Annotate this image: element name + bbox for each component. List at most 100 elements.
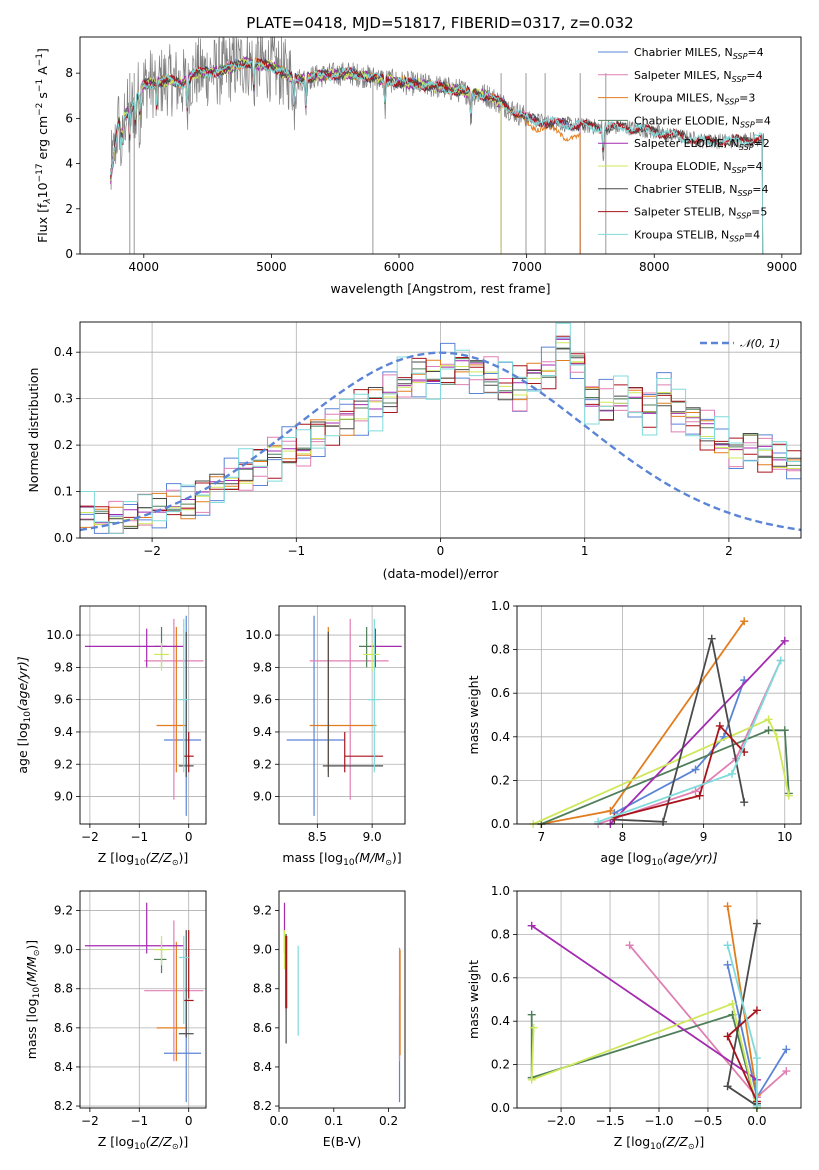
mass-weight-point: [752, 919, 761, 928]
legend-entry-salpeter-miles: Salpeter MILES, NSSP=4: [634, 69, 763, 84]
y-tick-label: 1.0: [491, 599, 510, 613]
x-tick-label: −2: [81, 830, 99, 844]
model-spectrum-kroupa-stelib: [110, 59, 764, 254]
mass-weight-point: [784, 791, 793, 800]
mass-weight-point: [782, 1067, 791, 1076]
mass-weight-point: [659, 817, 668, 826]
mass-weight-line: [530, 1002, 758, 1109]
x-tick-label: 9.0: [363, 830, 382, 844]
y-tick-label: 9.8: [54, 660, 73, 674]
mass-weight-point: [707, 634, 716, 643]
normal-distribution-curve: [80, 351, 801, 532]
errorbar-salpeter-elodie: [84, 628, 184, 668]
y-tick-label: 9.4: [54, 725, 73, 739]
y-axis-label: mass [log10(M/M⊙)]: [24, 940, 42, 1059]
errorbar-kroupa-stelib: [367, 618, 380, 773]
x-tick-label: 0.0: [269, 1114, 288, 1128]
axes-frame: [79, 890, 207, 1109]
mass-weight-series-kroupa-miles: [537, 617, 749, 828]
y-tick-label: 9.0: [54, 943, 73, 957]
y-axis-label: Normed distribution: [26, 368, 41, 493]
errorbar-chabrier-elodie: [154, 941, 167, 974]
x-axis-label: age [log10(age/yr)]: [600, 850, 717, 868]
mass-weight-point: [723, 902, 732, 911]
spectrum-panel: 4000 5000 6000 7000 8000 9000 0 2 4 6 8 wavelength …: [35, 36, 802, 296]
y-tick-label: 0.3: [54, 392, 73, 406]
mass-weight-point: [625, 941, 634, 950]
x-tick-label: 9000: [767, 260, 798, 274]
residual-histogram-salpeter-elodie: [80, 338, 801, 523]
mass-weight-line: [614, 638, 746, 823]
x-tick-label: −1.5: [595, 1114, 624, 1128]
y-axis-label: Flux [fλ10−17 erg cm−2 s−1 A−1]: [35, 48, 53, 243]
y-tick-label: 0.4: [491, 730, 510, 744]
y-tick-label: 9.2: [253, 757, 272, 771]
y-tick-label: 9.6: [253, 693, 272, 707]
mass-weight-series-salpeter-elodie: [527, 921, 761, 1084]
errorbar-salpeter-stelib: [183, 930, 194, 1002]
y-tick-label: 9.2: [54, 904, 73, 918]
mass-weight-point: [764, 726, 773, 735]
legend-entry-kroupa-miles: Kroupa MILES, NSSP=3: [634, 92, 755, 107]
mass-weight-plot-area: [529, 617, 793, 828]
legend-entry-salpeter-stelib: Salpeter STELIB, NSSP=5: [634, 206, 767, 221]
y-axis-label: age [log10(age/yr)]: [15, 656, 33, 773]
mass-weight-point: [764, 715, 773, 724]
x-tick-label: 10: [777, 830, 792, 844]
mass-weight-point: [723, 960, 732, 969]
legend-entry-normal: 𝒩(0, 1): [740, 337, 780, 350]
y-axis-label: mass weight: [466, 960, 481, 1039]
mass-weight-line: [540, 729, 790, 825]
y-tick-label: 9.0: [54, 790, 73, 804]
x-tick-label: −1: [130, 830, 148, 844]
x-tick-label: 2: [725, 544, 733, 558]
x-axis-label: E(B-V): [323, 1134, 362, 1149]
x-tick-label: 0.2: [379, 1114, 398, 1128]
errorbar-chabrier-miles: [286, 615, 345, 816]
errorbar-kroupa-elodie: [154, 935, 169, 966]
errorbar-salpeter-stelib: [344, 731, 384, 773]
mass-weight-point: [691, 765, 700, 774]
x-tick-label: 0: [185, 1114, 193, 1128]
x-tick-label: 0.0: [747, 1114, 766, 1128]
mass-weight-series-kroupa-elodie: [527, 999, 761, 1112]
mass-weight-point: [527, 1010, 536, 1019]
spectrum-legend: Chabrier MILES, NSSP=4 Salpeter MILES, NS…: [598, 46, 771, 243]
errorbar-plot-area: [84, 902, 204, 1103]
spectrum-plot-area: [110, 37, 765, 254]
x-axis-label: Z [log10(Z/Z⊙)]: [614, 1134, 705, 1152]
mass-weight-line: [532, 718, 790, 825]
legend-entry-kroupa-elodie: Kroupa ELODIE, NSSP=4: [634, 160, 763, 175]
errorbar-kroupa-elodie: [363, 643, 380, 671]
y-tick-label: 2: [65, 202, 73, 216]
errorbar-kroupa-stelib: [178, 618, 189, 773]
y-tick-label: 8.8: [54, 982, 73, 996]
axes-frame: [516, 605, 802, 825]
x-tick-label: −1.0: [644, 1114, 673, 1128]
mass-weight-point: [723, 1082, 732, 1091]
y-tick-label: 0.4: [491, 1014, 510, 1028]
errorbar-kroupa-miles: [156, 626, 187, 773]
y-tick-label: 0: [65, 247, 73, 261]
mass-weight-point: [776, 656, 785, 665]
x-tick-label: −2: [81, 1114, 99, 1128]
mass-weight-point: [728, 999, 737, 1008]
errorbar-salpeter-elodie: [369, 628, 402, 668]
age-vs-metallicity-panel: −2 −1 0 9.0 9.2 9.4 9.6 9.8 10.0 Z [log10(Z/Z⊙)] a…: [15, 605, 207, 868]
mass-weight-point: [723, 941, 732, 950]
errorbar-chabrier-stelib: [322, 631, 384, 778]
y-tick-label: 0.4: [54, 345, 73, 359]
y-tick-label: 0.2: [491, 773, 510, 787]
mass-weight-point: [723, 1032, 732, 1041]
y-tick-label: 0.0: [491, 1101, 510, 1115]
x-tick-label: 5000: [256, 260, 287, 274]
mass-weight-plot-area: [527, 902, 791, 1112]
mass-weight-point: [715, 721, 724, 730]
mass-weight-point: [594, 817, 603, 826]
x-tick-label: 6000: [384, 260, 415, 274]
errorbar-kroupa-elodie: [154, 643, 169, 671]
mass-weight-point: [691, 787, 700, 796]
mass-weight-vs-age-panel: 7 8 9 10 0.0 0.2 0.4 0.6 0.8 1.0 age [log10(age/yr…: [466, 599, 802, 868]
mass-weight-series-kroupa-stelib: [594, 656, 785, 826]
